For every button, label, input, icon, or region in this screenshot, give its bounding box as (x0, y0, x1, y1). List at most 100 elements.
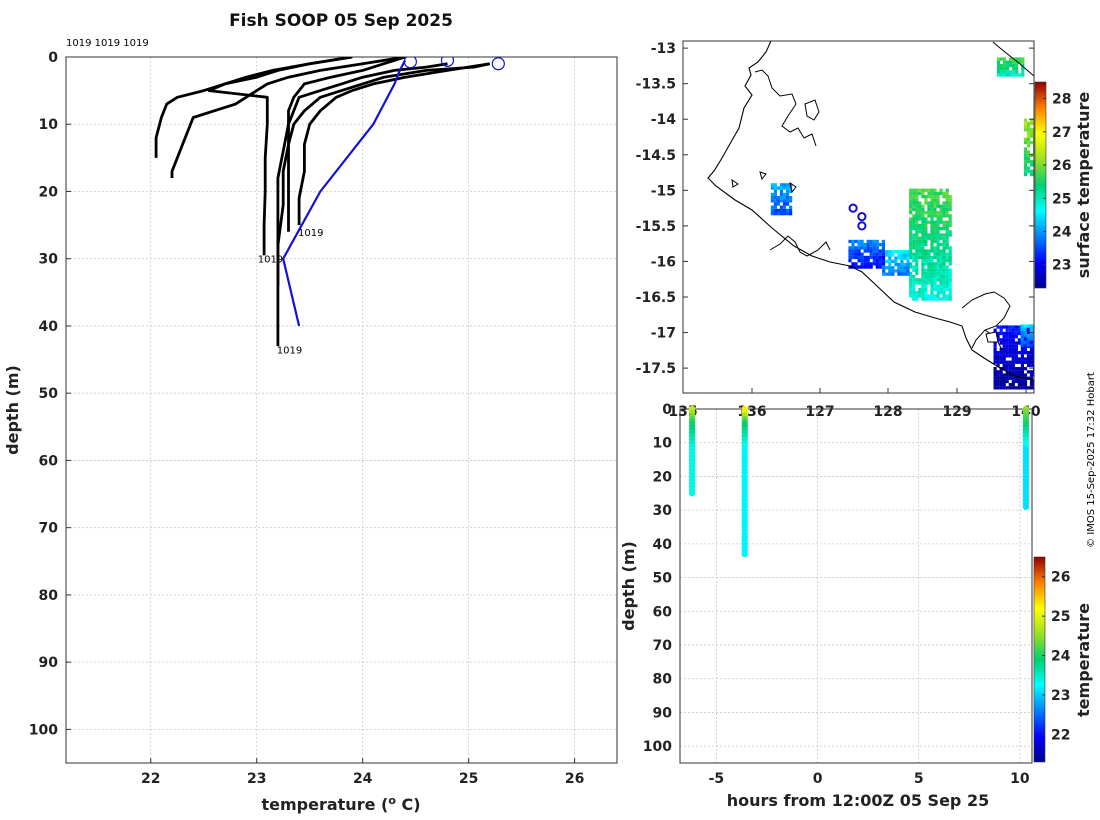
sst-pixel (1006, 73, 1010, 77)
sst-pixel (1029, 351, 1034, 355)
sst-pixel (1032, 343, 1034, 347)
sst-pixel (1023, 137, 1028, 141)
sst-pixel (993, 344, 997, 348)
sst-pixel (909, 188, 913, 192)
sst-pixel (1017, 341, 1021, 345)
sst-pixel (1023, 169, 1028, 173)
sst-pixel (945, 243, 949, 247)
sst-pixel (933, 223, 937, 228)
timeseries-colorbar (1033, 556, 1046, 763)
sst-pixel (945, 255, 949, 260)
sst-pixel (924, 188, 928, 192)
sst-pixel (996, 363, 1000, 368)
sst-pixel (996, 373, 1000, 377)
sst-pixel (936, 265, 940, 269)
sst-pixel (776, 196, 780, 200)
sst-pixel (942, 284, 946, 288)
sst-pixel (1029, 131, 1034, 135)
sst-pixel (1008, 347, 1012, 352)
sst-pixel (891, 272, 895, 276)
sst-pixel (782, 196, 787, 200)
sst-pixel (930, 268, 934, 272)
sst-pixel (996, 335, 1000, 339)
sst-pixel (912, 246, 916, 250)
sst-pixel (1014, 341, 1018, 345)
sst-pixel (1014, 373, 1018, 377)
map-y-tick-label: -17 (651, 326, 676, 342)
sst-pixel (948, 214, 952, 218)
sst-pixel (1023, 343, 1027, 347)
sst-pixel (936, 195, 940, 199)
sst-pixel (948, 201, 952, 205)
sst-pixel (999, 57, 1004, 61)
sst-pixel (996, 360, 1000, 364)
sst-pixel (942, 243, 946, 247)
sst-pixel (782, 199, 787, 203)
sst-pixel (1023, 347, 1028, 352)
sst-pixel (915, 223, 919, 228)
sst-pixel (924, 217, 928, 221)
sst-pixel (1002, 67, 1007, 71)
sst-pixel (789, 205, 793, 209)
sst-pixel (1029, 334, 1033, 338)
sst-pixel (860, 259, 864, 263)
sst-pixel (921, 271, 925, 276)
sst-pixel (933, 271, 937, 276)
sst-pixel (1029, 337, 1033, 341)
sst-pixel (912, 287, 916, 292)
latest-profile-line (282, 59, 407, 327)
sst-pixel (894, 250, 898, 254)
sst-pixel (936, 223, 940, 228)
sst-pixel (860, 262, 864, 266)
sst-pixel (1023, 153, 1028, 157)
sst-pixel (1021, 63, 1025, 68)
sst-pixel (1011, 376, 1015, 380)
sst-pixel (875, 262, 879, 266)
sst-pixel (912, 191, 916, 196)
cast-sample-dot (688, 490, 696, 497)
sst-pixel (1011, 328, 1015, 332)
sst-pixel (921, 275, 925, 279)
y-tick-label: 30 (39, 252, 59, 268)
sst-pixel (945, 233, 949, 237)
sst-pixel (924, 201, 928, 205)
sst-pixel (1033, 363, 1034, 368)
profile-axes-frame (65, 56, 618, 764)
sst-pixel (948, 204, 952, 208)
sst-pixel (1017, 367, 1021, 371)
sst-pixel (1032, 340, 1034, 344)
sst-pixel (942, 239, 946, 244)
sst-pixel (1005, 354, 1009, 358)
sst-pixel (900, 269, 904, 273)
sst-pixel (912, 195, 916, 199)
sst-pixel (915, 204, 919, 208)
sst-pixel (999, 351, 1003, 355)
y-tick-label: 100 (29, 722, 58, 738)
timeseries-x-label: hours from 12:00Z 05 Sep 25 (727, 791, 989, 810)
sst-pixel (930, 265, 934, 269)
sst-pixel (779, 196, 784, 200)
sst-pixel (1026, 131, 1031, 135)
sst-pixel (1008, 386, 1012, 390)
sst-pixel (782, 183, 787, 187)
map-x-tick-label: 127 (805, 404, 834, 420)
sst-pixel (1002, 363, 1006, 368)
sst-pixel (1020, 340, 1024, 344)
sst-pixel (912, 223, 916, 228)
sst-pixel (921, 227, 925, 231)
sst-pixel (857, 239, 861, 244)
sst-pixel (936, 201, 940, 205)
sst-pixel (1023, 150, 1028, 154)
sst-pixel (936, 284, 940, 288)
sst-pixel (918, 252, 922, 256)
sst-pixel (921, 211, 925, 215)
sst-pixel (945, 294, 949, 298)
sst-pixel (851, 262, 855, 266)
sst-pixel (915, 297, 919, 301)
sst-pixel (770, 208, 774, 213)
map-y-tick-label: -17.5 (636, 361, 676, 377)
sst-pixel (1026, 370, 1031, 374)
sst-pixel (1023, 324, 1027, 328)
sst-pixel (924, 262, 928, 266)
sst-pixel (999, 370, 1003, 374)
